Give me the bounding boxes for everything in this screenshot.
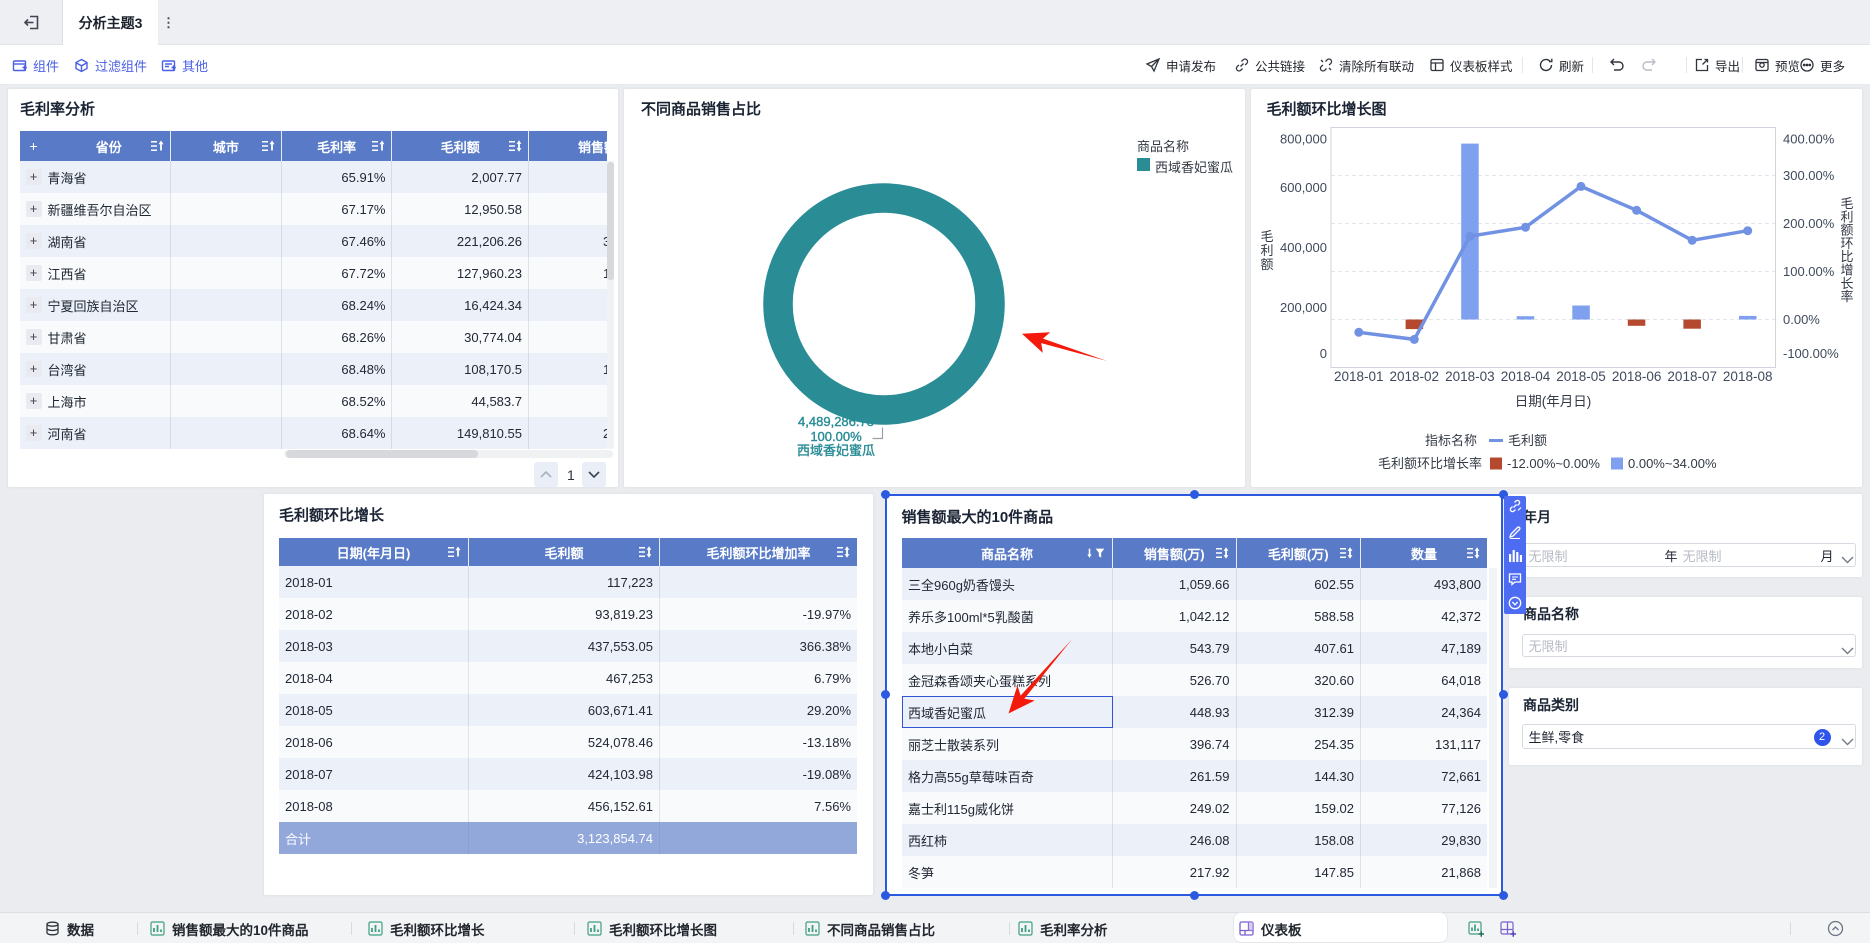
svg-text:环: 环 [1840, 236, 1853, 251]
svg-text:100.00%: 100.00% [1783, 264, 1835, 279]
svg-text:400,000: 400,000 [1280, 240, 1327, 255]
svg-text:2018-01: 2018-01 [1334, 369, 1384, 384]
svg-text:-100.00%: -100.00% [1783, 346, 1839, 361]
svg-text:率: 率 [1840, 289, 1853, 304]
svg-text:毛利额环比增长率: 毛利额环比增长率 [1378, 456, 1482, 471]
svg-text:2018-07: 2018-07 [1667, 369, 1717, 384]
svg-text:增: 增 [1840, 263, 1853, 278]
svg-text:200,000: 200,000 [1280, 300, 1327, 315]
svg-text:毛利额: 毛利额 [1508, 433, 1547, 448]
svg-text:-12.00%~0.00%: -12.00%~0.00% [1507, 456, 1600, 471]
svg-text:毛: 毛 [1840, 196, 1853, 211]
svg-text:800,000: 800,000 [1280, 132, 1327, 147]
svg-text:0.00%~34.00%: 0.00%~34.00% [1628, 456, 1717, 471]
svg-text:300.00%: 300.00% [1783, 168, 1835, 183]
svg-text:400.00%: 400.00% [1783, 132, 1835, 147]
svg-text:利: 利 [1260, 243, 1273, 258]
svg-text:额: 额 [1260, 257, 1273, 272]
svg-text:0.00%: 0.00% [1783, 312, 1820, 327]
svg-text:日期(年月日): 日期(年月日) [1514, 394, 1591, 409]
svg-text:利: 利 [1840, 209, 1853, 224]
svg-text:2018-06: 2018-06 [1611, 369, 1661, 384]
svg-text:2018-02: 2018-02 [1389, 369, 1439, 384]
svg-text:指标名称: 指标名称 [1425, 433, 1477, 448]
svg-text:额: 额 [1840, 223, 1853, 238]
svg-text:比: 比 [1840, 249, 1853, 264]
svg-text:200.00%: 200.00% [1783, 216, 1835, 231]
svg-text:2018-05: 2018-05 [1556, 369, 1606, 384]
svg-text:600,000: 600,000 [1280, 180, 1327, 195]
svg-text:2018-03: 2018-03 [1445, 369, 1495, 384]
svg-text:2018-08: 2018-08 [1722, 369, 1772, 384]
svg-text:毛: 毛 [1260, 229, 1273, 244]
svg-text:0: 0 [1319, 346, 1326, 361]
svg-text:2018-04: 2018-04 [1500, 369, 1550, 384]
svg-text:长: 长 [1840, 276, 1853, 291]
